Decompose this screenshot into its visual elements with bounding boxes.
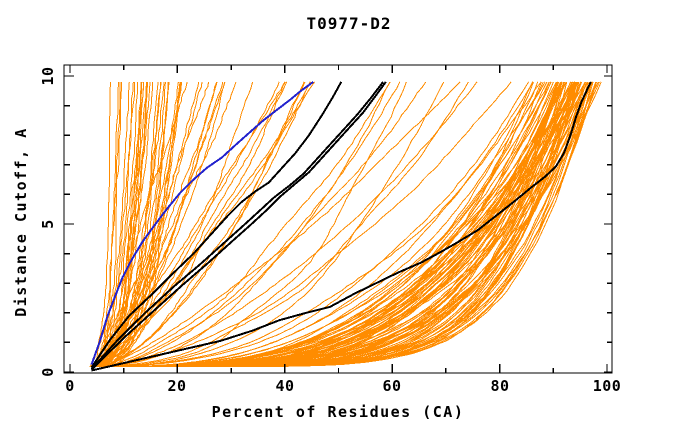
y-tick-label-5: 5 [39,219,57,229]
model-curve [91,81,288,368]
model-curve [91,81,312,368]
x-tick-label-100: 100 [593,377,622,395]
model-curve [95,81,391,368]
model-curve [89,81,188,367]
plot-title: T0977-D2 [306,14,391,33]
model-curve [92,81,530,368]
model-curve [95,81,576,368]
model-curve [101,81,580,368]
axes-frame-layer [63,64,613,374]
model-curves-layer [89,81,602,372]
model-curve [101,81,544,368]
model-curve [92,81,401,368]
model-curve [100,81,589,368]
black-model-b1 [90,81,384,370]
x-tick-label-60: 60 [382,377,401,395]
x-tick-label-20: 20 [167,377,186,395]
x-tick-label-40: 40 [275,377,294,395]
black-model-a [90,81,343,369]
model-curve [97,81,461,368]
model-curve [89,81,209,368]
model-curve [96,81,478,368]
model-curve [95,81,237,368]
model-curve [94,81,574,368]
model-curve [100,81,546,368]
x-tick-label-80: 80 [490,377,509,395]
model-curve [98,81,573,368]
model-curve [90,81,111,368]
y-tick-label-0: 0 [39,367,57,377]
y-tick-label-10: 10 [39,66,57,85]
model-curve [94,81,577,368]
model-curve [96,81,203,368]
model-curve [91,81,469,368]
black-model-shallow [91,81,592,372]
model-curve [96,81,305,368]
model-curve [94,81,577,368]
model-curve [100,81,550,368]
text-layer: T0977-D2 Percent of Residues (CA) Distan… [12,14,621,421]
model-curve [101,81,565,368]
x-axis-label: Percent of Residues (CA) [212,403,465,421]
model-curve [99,81,306,368]
model-curve [95,81,280,368]
model-curve [100,81,575,368]
model-curve [94,81,542,368]
model-curve [93,81,583,368]
y-axis-label: Distance Cutoff, A [12,127,30,317]
black-model-b2 [90,81,387,371]
model-curve [101,81,427,368]
model-curve [89,81,254,368]
x-tick-label-0: 0 [65,377,75,395]
blue-model [90,81,314,365]
